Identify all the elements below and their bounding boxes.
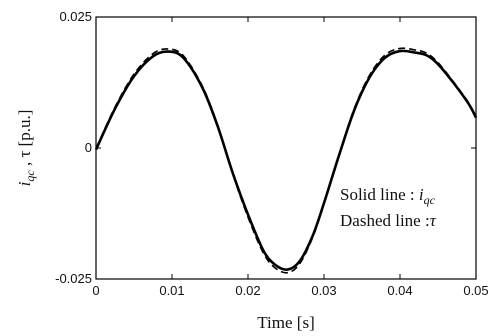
x-axis-label: Time [s] xyxy=(257,313,314,332)
y-tick-label: 0.025 xyxy=(59,9,92,24)
annotation-dashed-prefix: Dashed line : xyxy=(340,211,430,230)
annotation-solid-main: i xyxy=(419,185,424,204)
x-tick-label: 0.01 xyxy=(159,283,184,298)
series-group xyxy=(94,47,478,274)
annotation-solid-line: Solid line : iqc xyxy=(340,185,436,207)
y-axis-label: iqc , τ [p.u.] xyxy=(15,110,37,187)
y-tick-label: 0 xyxy=(85,140,92,155)
x-tick-label: 0.04 xyxy=(387,283,412,298)
series-line-solid xyxy=(94,49,478,271)
annotation-dashed-line: Dashed line :τ xyxy=(340,211,437,230)
y-axis-label-rest: , τ [p.u.] xyxy=(15,110,34,171)
annotation-solid-prefix: Solid line : xyxy=(340,185,419,204)
y-tick-label: -0.025 xyxy=(55,271,92,286)
series-line-dashed xyxy=(95,47,477,274)
x-tick-label: 0 xyxy=(92,283,99,298)
annotation-solid-sub: qc xyxy=(424,193,436,207)
tick-marks xyxy=(95,16,477,280)
x-tick-label: 0.02 xyxy=(235,283,260,298)
x-tick-label: 0.05 xyxy=(463,283,488,298)
annotation-dashed-symbol: τ xyxy=(430,211,437,230)
y-axis-label-sub: qc xyxy=(23,170,37,182)
y-axis-label-main: i xyxy=(15,181,34,186)
x-tick-label: 0.03 xyxy=(311,283,336,298)
